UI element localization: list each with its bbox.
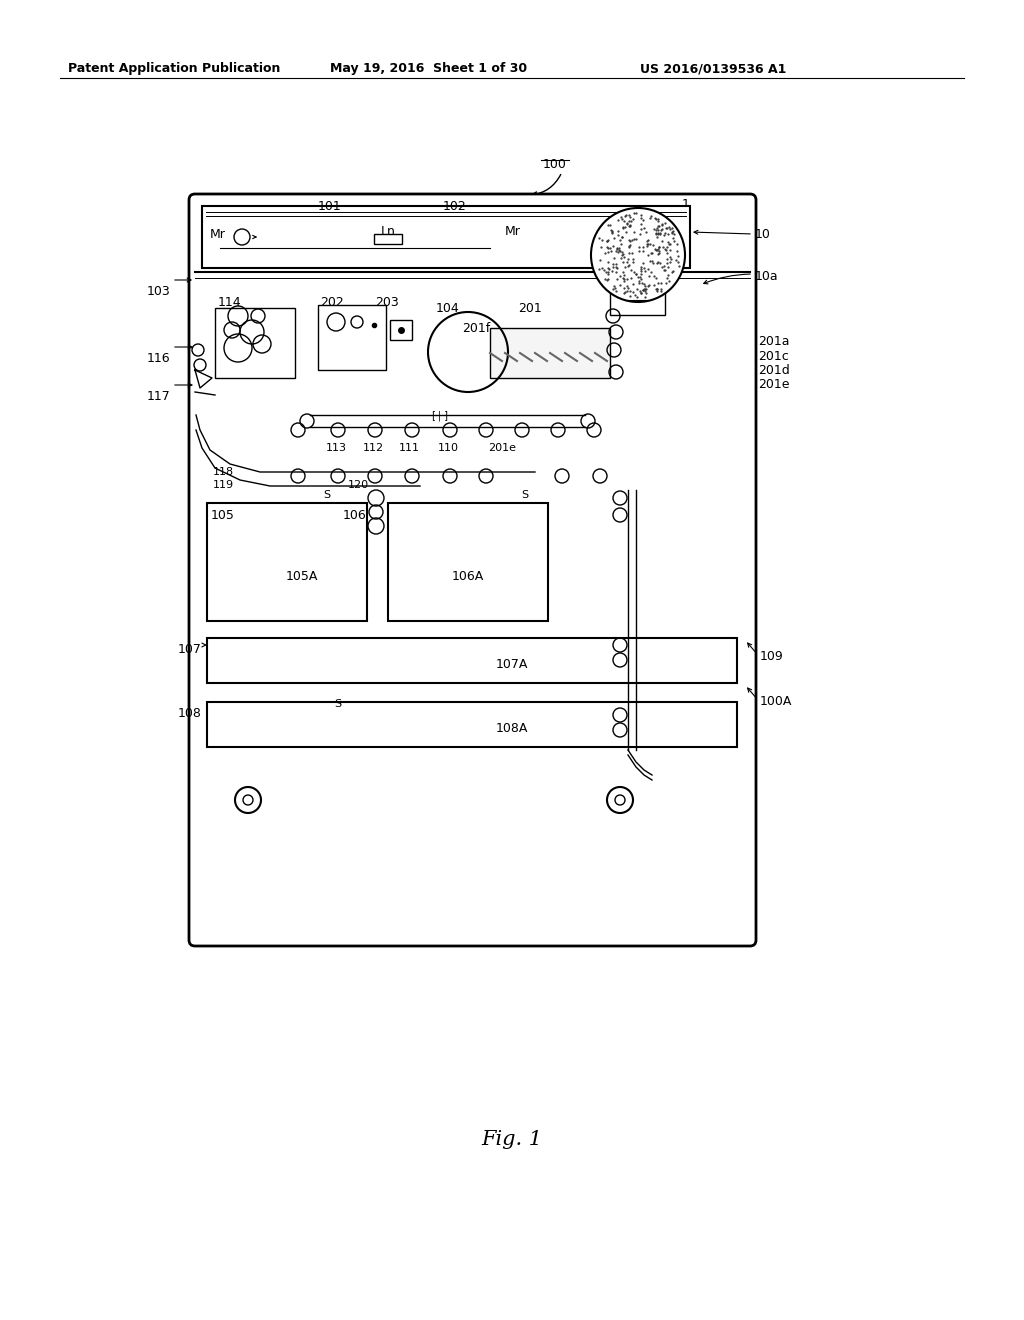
Text: 201e: 201e [488,444,516,453]
Text: 105A: 105A [286,570,318,583]
FancyBboxPatch shape [189,194,756,946]
FancyArrowPatch shape [175,345,191,348]
Bar [610,285,665,315]
Text: Mr: Mr [210,228,226,242]
FancyArrowPatch shape [694,230,751,234]
Text: 102: 102 [443,201,467,213]
FancyArrowPatch shape [703,275,751,284]
Text: 114: 114 [218,296,242,309]
Text: Ln: Ln [381,224,395,238]
Text: 10: 10 [755,228,771,242]
Text: Mr: Mr [505,224,521,238]
Text: 101: 101 [318,201,342,213]
Text: 112: 112 [362,444,384,453]
Text: 117: 117 [146,389,170,403]
Text: 115: 115 [224,310,248,323]
Text: Fig. 1: Fig. 1 [481,1130,543,1148]
Text: [·|·]: [·|·] [431,411,449,421]
Text: S: S [335,723,342,733]
Bar [490,327,610,378]
Text: 201a: 201a [758,335,790,348]
Text: 107: 107 [178,643,202,656]
Text: Patent Application Publication: Patent Application Publication [68,62,281,75]
Text: May 19, 2016  Sheet 1 of 30: May 19, 2016 Sheet 1 of 30 [330,62,527,75]
Bar [374,234,402,244]
Text: 107A: 107A [496,657,528,671]
Text: 116: 116 [146,352,170,366]
FancyArrowPatch shape [175,383,191,387]
Text: 203: 203 [375,296,398,309]
Bar [390,319,412,341]
FancyArrowPatch shape [748,688,756,698]
FancyArrowPatch shape [665,210,684,220]
Text: 119: 119 [212,480,233,490]
Text: US 2016/0139536 A1: US 2016/0139536 A1 [640,62,786,75]
Text: 106A: 106A [452,570,484,583]
Bar [215,308,295,378]
Text: 1: 1 [682,198,690,211]
FancyArrowPatch shape [748,643,756,653]
Bar [207,503,367,620]
Text: 113: 113 [326,444,346,453]
Bar [202,206,690,268]
Text: 201d: 201d [758,364,790,378]
Bar [318,305,386,370]
Text: 108A: 108A [496,722,528,735]
Bar [207,638,737,682]
Text: 110: 110 [437,444,459,453]
Text: 202: 202 [319,296,344,309]
FancyArrowPatch shape [532,174,561,197]
Text: S: S [521,490,528,500]
Bar [388,503,548,620]
Text: 108: 108 [178,708,202,719]
Text: 105: 105 [211,510,234,521]
Text: S: S [386,643,393,653]
Bar [207,702,737,747]
Text: 100: 100 [543,158,567,172]
Text: S: S [335,700,342,709]
Text: 103: 103 [146,285,170,298]
Text: 120: 120 [348,480,369,490]
Text: 109: 109 [760,649,783,663]
Text: 201c: 201c [758,350,788,363]
Circle shape [591,209,685,302]
Text: S: S [324,490,331,500]
Text: 201: 201 [518,302,542,315]
Text: 201f: 201f [462,322,490,335]
FancyArrowPatch shape [202,643,207,647]
Text: 118: 118 [212,467,233,477]
Text: 10a: 10a [755,271,778,282]
Text: 100A: 100A [760,696,793,708]
Text: 104: 104 [436,302,460,315]
FancyArrowPatch shape [175,279,191,282]
Text: 106: 106 [342,510,366,521]
Text: 111: 111 [398,444,420,453]
Text: 201e: 201e [758,378,790,391]
